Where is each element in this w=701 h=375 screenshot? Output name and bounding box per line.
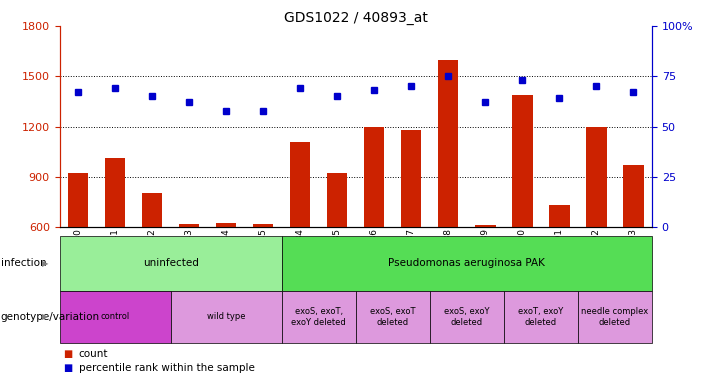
Text: needle complex
deleted: needle complex deleted: [581, 307, 648, 327]
Bar: [401, 130, 421, 227]
Text: uninfected: uninfected: [143, 258, 198, 268]
Bar: [253, 224, 273, 227]
Text: ■: ■: [63, 363, 72, 373]
Bar: [68, 173, 88, 227]
Bar: [623, 165, 644, 227]
Bar: [327, 173, 348, 227]
Bar: [586, 127, 606, 227]
Text: Pseudomonas aeruginosa PAK: Pseudomonas aeruginosa PAK: [388, 258, 545, 268]
Bar: [105, 158, 125, 227]
Text: percentile rank within the sample: percentile rank within the sample: [79, 363, 254, 373]
Bar: [475, 225, 496, 227]
Bar: [549, 205, 569, 227]
Text: ▶: ▶: [42, 259, 48, 268]
Text: ▶: ▶: [42, 312, 48, 321]
Text: count: count: [79, 350, 108, 359]
Bar: [512, 95, 533, 227]
Bar: [438, 60, 458, 227]
Text: wild type: wild type: [207, 312, 245, 321]
Bar: [290, 142, 311, 227]
Text: ■: ■: [63, 350, 72, 359]
Text: exoS, exoT
deleted: exoS, exoT deleted: [370, 307, 416, 327]
Title: GDS1022 / 40893_at: GDS1022 / 40893_at: [284, 11, 428, 25]
Text: genotype/variation: genotype/variation: [1, 312, 100, 322]
Text: exoS, exoY
deleted: exoS, exoY deleted: [444, 307, 489, 327]
Text: control: control: [100, 312, 130, 321]
Text: exoT, exoY
deleted: exoT, exoY deleted: [518, 307, 564, 327]
Bar: [179, 224, 199, 227]
Bar: [216, 223, 236, 227]
Text: exoS, exoT,
exoY deleted: exoS, exoT, exoY deleted: [292, 307, 346, 327]
Bar: [142, 194, 163, 227]
Text: infection: infection: [1, 258, 46, 268]
Bar: [364, 127, 384, 227]
